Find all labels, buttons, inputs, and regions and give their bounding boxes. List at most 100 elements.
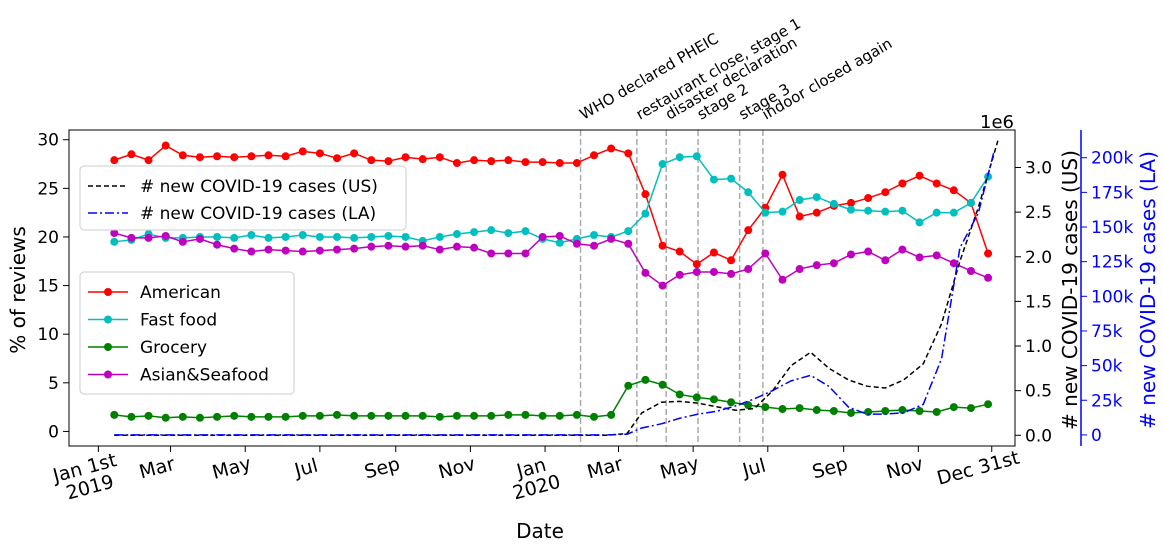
data-point (298, 411, 307, 420)
data-point (401, 232, 410, 241)
data-point (435, 245, 444, 254)
data-point (984, 249, 993, 258)
y-tick-label: 2.5 (1025, 203, 1052, 223)
series-line (114, 140, 999, 437)
data-point (915, 406, 924, 415)
data-point (247, 231, 256, 240)
data-point (864, 407, 873, 416)
data-point (555, 411, 564, 420)
data-point (144, 156, 153, 165)
legend-label: Fast food (140, 311, 217, 331)
data-point (521, 227, 530, 236)
data-point (504, 229, 513, 238)
x-tick-label: May (658, 452, 702, 483)
data-point (949, 259, 958, 268)
data-point (709, 175, 718, 184)
data-point (333, 232, 342, 241)
series-lines (110, 140, 999, 437)
data-point (881, 256, 890, 265)
data-point (761, 208, 770, 217)
data-point (727, 174, 736, 183)
data-point (144, 411, 153, 420)
data-point (709, 248, 718, 257)
data-point (401, 411, 410, 420)
data-point (590, 412, 599, 421)
legend-marker (104, 370, 112, 379)
data-point (264, 412, 273, 421)
data-point (281, 152, 290, 161)
data-point (213, 232, 222, 241)
data-point (847, 250, 856, 259)
y-tick-label: 15 (37, 277, 59, 297)
x-tick-label: Mar (137, 453, 178, 484)
data-point (350, 244, 359, 253)
data-point (230, 411, 239, 420)
data-point (487, 249, 496, 258)
data-point (881, 207, 890, 216)
data-point (521, 158, 530, 167)
data-point (744, 401, 753, 410)
data-point (333, 154, 342, 163)
y-tick-label: 10 (37, 325, 59, 345)
data-point (281, 232, 290, 241)
y-tick-label: 125k (1091, 253, 1133, 273)
data-point (384, 411, 393, 420)
data-point (213, 412, 222, 421)
legend-box (79, 271, 295, 395)
right-y-axis-multiplier: 1e6 (980, 112, 1014, 133)
data-point (195, 234, 204, 243)
data-point (795, 212, 804, 221)
y-tick-label: 0.0 (1025, 426, 1052, 446)
series-line (114, 150, 995, 436)
data-point (898, 245, 907, 254)
data-point (675, 153, 684, 162)
data-point (298, 247, 307, 256)
data-point (984, 400, 993, 409)
data-point (264, 151, 273, 160)
x-tick-label: Dec 31st (935, 447, 1022, 490)
x-tick-label: Jan2020 (505, 451, 563, 504)
data-point (727, 398, 736, 407)
data-point (144, 233, 153, 242)
data-point (590, 231, 599, 240)
data-point (658, 241, 667, 250)
data-point (692, 267, 701, 276)
data-point (590, 241, 599, 250)
series-line (114, 379, 989, 419)
right-y-axis-title-la: # new COVID-19 cases (LA) (1136, 151, 1160, 429)
series-line (114, 155, 989, 244)
y-tick-label: 25 (37, 179, 59, 199)
data-point (555, 238, 564, 247)
x-tick-label: Jul (739, 455, 768, 482)
data-point (778, 170, 787, 179)
data-point (470, 156, 479, 165)
data-point (607, 234, 616, 243)
data-point (367, 242, 376, 251)
data-point (932, 407, 941, 416)
data-point (812, 406, 821, 415)
y-tick-label: 50k (1091, 357, 1123, 377)
y-tick-label: 1.5 (1025, 292, 1052, 312)
data-point (521, 249, 530, 258)
data-point (641, 375, 650, 384)
y-tick-label: 2.0 (1025, 248, 1052, 268)
data-point (607, 144, 616, 153)
legend-label: # new COVID-19 cases (LA) (140, 204, 376, 224)
y-tick-label: 5 (48, 374, 59, 394)
data-point (932, 208, 941, 217)
x-tick-label: May (210, 452, 254, 483)
data-point (435, 412, 444, 421)
y-tick-label: 200k (1091, 149, 1133, 169)
data-point (281, 246, 290, 255)
data-point (487, 411, 496, 420)
data-point (572, 239, 581, 248)
y-tick-label: 1.0 (1025, 337, 1052, 357)
data-point (350, 149, 359, 158)
data-point (110, 229, 119, 238)
data-point (692, 393, 701, 402)
x-tick-label: Nov (884, 453, 926, 484)
data-point (418, 155, 427, 164)
data-point (110, 237, 119, 246)
data-point (795, 404, 804, 413)
data-point (761, 403, 770, 412)
